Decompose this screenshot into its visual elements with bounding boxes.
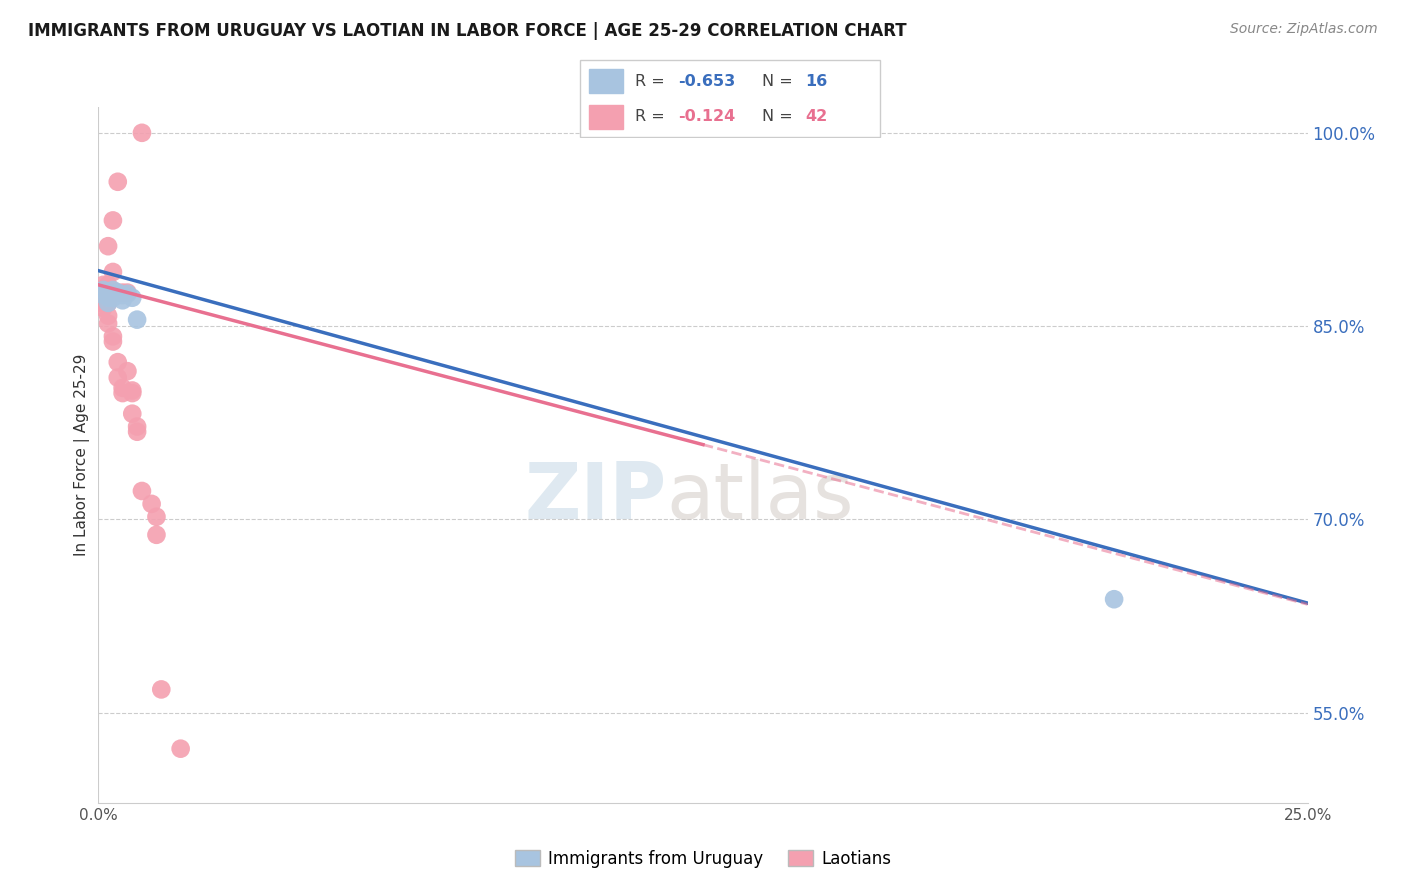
Point: [150, 682, 173, 697]
Point: [97, 296, 120, 310]
Point: [107, 288, 129, 302]
Point: [127, 419, 149, 434]
Point: [117, 286, 139, 301]
Point: [97, 286, 120, 301]
Point: [91, 286, 114, 301]
Point: [111, 386, 134, 401]
FancyBboxPatch shape: [579, 61, 880, 136]
Text: -0.124: -0.124: [679, 109, 735, 124]
Point: [87, 296, 110, 310]
Point: [145, 528, 167, 542]
Point: [101, 291, 124, 305]
Point: [101, 283, 124, 297]
Text: R =: R =: [636, 74, 671, 89]
Point: [117, 285, 139, 300]
Point: [127, 312, 149, 326]
Point: [111, 381, 134, 395]
Point: [101, 285, 124, 300]
Point: [101, 213, 124, 227]
Point: [97, 285, 120, 300]
Text: N =: N =: [762, 74, 799, 89]
Point: [131, 126, 153, 140]
Point: [87, 286, 110, 301]
Point: [87, 291, 110, 305]
Text: IMMIGRANTS FROM URUGUAY VS LAOTIAN IN LABOR FORCE | AGE 25-29 CORRELATION CHART: IMMIGRANTS FROM URUGUAY VS LAOTIAN IN LA…: [28, 22, 907, 40]
Point: [91, 291, 114, 305]
Text: 16: 16: [806, 74, 828, 89]
Text: ZIP: ZIP: [524, 458, 666, 534]
Point: [111, 288, 134, 302]
Point: [101, 265, 124, 279]
Point: [121, 407, 143, 421]
Point: [141, 497, 163, 511]
Point: [101, 334, 124, 349]
Point: [97, 296, 120, 310]
Text: -0.653: -0.653: [679, 74, 735, 89]
Point: [1102, 592, 1125, 607]
FancyBboxPatch shape: [589, 70, 623, 94]
Point: [111, 293, 134, 308]
Point: [111, 285, 134, 300]
Point: [107, 370, 129, 384]
Point: [127, 425, 149, 439]
Text: N =: N =: [762, 109, 799, 124]
Point: [121, 386, 143, 401]
Point: [107, 285, 129, 300]
Point: [121, 291, 143, 305]
Point: [97, 309, 120, 323]
Point: [91, 283, 114, 297]
Point: [107, 285, 129, 300]
Y-axis label: In Labor Force | Age 25-29: In Labor Force | Age 25-29: [75, 354, 90, 556]
Legend: Immigrants from Uruguay, Laotians: Immigrants from Uruguay, Laotians: [508, 843, 898, 874]
Point: [169, 741, 191, 756]
Point: [97, 317, 120, 331]
Point: [91, 301, 114, 315]
Text: R =: R =: [636, 109, 671, 124]
Point: [97, 277, 120, 292]
Text: atlas: atlas: [666, 458, 855, 534]
Point: [91, 277, 114, 292]
Point: [121, 384, 143, 398]
Point: [91, 296, 114, 310]
Text: Source: ZipAtlas.com: Source: ZipAtlas.com: [1230, 22, 1378, 37]
Point: [97, 291, 120, 305]
Point: [101, 286, 124, 301]
Text: 42: 42: [806, 109, 828, 124]
Point: [87, 283, 110, 297]
FancyBboxPatch shape: [589, 104, 623, 128]
Point: [101, 329, 124, 343]
Point: [145, 509, 167, 524]
Point: [107, 355, 129, 369]
Point: [131, 483, 153, 498]
Point: [87, 286, 110, 301]
Point: [97, 239, 120, 253]
Point: [117, 364, 139, 378]
Point: [91, 283, 114, 297]
Point: [107, 175, 129, 189]
